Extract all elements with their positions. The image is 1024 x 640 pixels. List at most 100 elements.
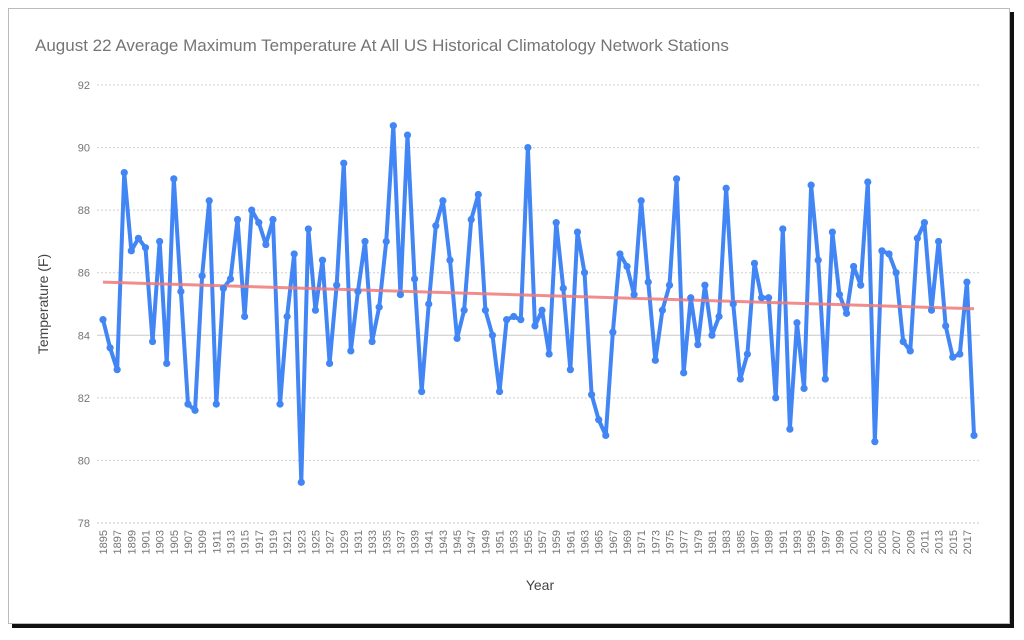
data-point [552,219,560,227]
x-tick-label: 1925 [310,530,322,554]
x-tick-label: 1933 [367,530,379,554]
data-point [722,184,730,192]
data-point [715,312,723,321]
data-point [418,388,426,396]
x-tick-label: 1929 [339,530,351,554]
data-point [609,328,617,336]
x-tick-label: 1899 [126,530,138,554]
data-point [835,291,844,299]
x-tick-label: 1955 [523,530,535,554]
data-point [850,262,858,271]
x-tick-label: 1979 [693,530,705,554]
data-point [106,344,114,352]
data-point [772,394,780,402]
data-point [807,181,815,189]
data-point [588,391,596,399]
x-tick-label: 1939 [410,530,422,554]
x-tick-label: 1895 [98,530,110,554]
y-tick-label: 78 [78,518,90,530]
x-tick-label: 1935 [381,530,393,554]
y-tick-label: 84 [78,330,90,342]
x-tick-label: 1965 [594,530,606,554]
data-point [857,281,865,289]
data-point [510,312,518,321]
data-point [658,306,667,314]
data-point [814,256,822,264]
data-point [495,388,504,396]
data-point [375,303,383,311]
data-point [821,375,829,383]
y-tick-label: 86 [78,268,90,280]
x-tick-label: 1915 [240,530,252,554]
data-point [800,384,808,393]
x-tick-label: 1927 [325,530,337,554]
data-point [134,234,143,242]
data-point [241,312,249,321]
data-point [191,406,199,414]
data-point [453,334,461,343]
x-tick-label: 2001 [849,530,861,554]
data-point [233,215,242,224]
x-tick-label: 1947 [466,530,478,554]
x-tick-label: 1975 [665,530,677,554]
x-tick-label: 1905 [169,530,181,554]
data-point [680,369,688,377]
data-point [708,331,716,339]
x-tick-label: 1913 [225,530,237,554]
data-point [283,312,291,321]
x-tick-label: 1969 [622,530,634,554]
data-point [481,306,489,314]
data-point [170,175,178,183]
data-point [396,291,405,299]
data-point [297,478,305,486]
data-point [779,225,787,233]
y-axis-label: Temperature (F) [35,254,51,354]
data-point [474,190,482,199]
data-point [255,219,263,227]
data-point [701,281,709,289]
data-point [637,197,645,205]
data-point [566,366,574,374]
data-point [467,215,475,224]
x-tick-label: 1937 [395,530,407,554]
data-point [828,228,836,236]
data-point [517,316,525,324]
data-point [580,269,589,277]
x-tick-label: 2005 [877,530,889,554]
data-point [665,281,674,289]
data-point [354,287,362,296]
x-tick-label: 1931 [353,530,365,554]
x-tick-label: 1971 [636,530,648,554]
y-tick-label: 90 [78,143,90,155]
data-point [410,275,419,283]
x-tick-label: 1901 [140,530,152,554]
data-point [630,291,638,299]
x-tick-label: 1903 [155,530,167,554]
x-tick-label: 2007 [891,530,903,554]
data-point [786,425,794,433]
data-point [750,259,759,267]
data-point [198,272,206,280]
x-tick-label: 1949 [480,530,492,554]
data-point [545,350,553,358]
x-tick-label: 1973 [650,530,662,554]
data-point [141,244,150,252]
x-tick-label: 1991 [778,530,790,554]
y-tick-label: 80 [78,455,90,467]
data-point [927,306,936,314]
x-tick-label: 1917 [254,530,266,554]
data-point [757,294,766,302]
data-point [212,400,220,408]
x-tick-label: 1967 [608,530,620,554]
x-tick-label: 1963 [580,530,592,554]
data-point [177,287,185,296]
x-tick-label: 1953 [509,530,521,554]
data-point [163,359,171,368]
data-point [524,143,532,152]
data-point [304,225,312,233]
data-point [559,284,567,292]
data-point [595,416,603,424]
x-tick-label: 2013 [934,530,946,554]
data-point [913,234,921,242]
data-point [439,197,447,205]
